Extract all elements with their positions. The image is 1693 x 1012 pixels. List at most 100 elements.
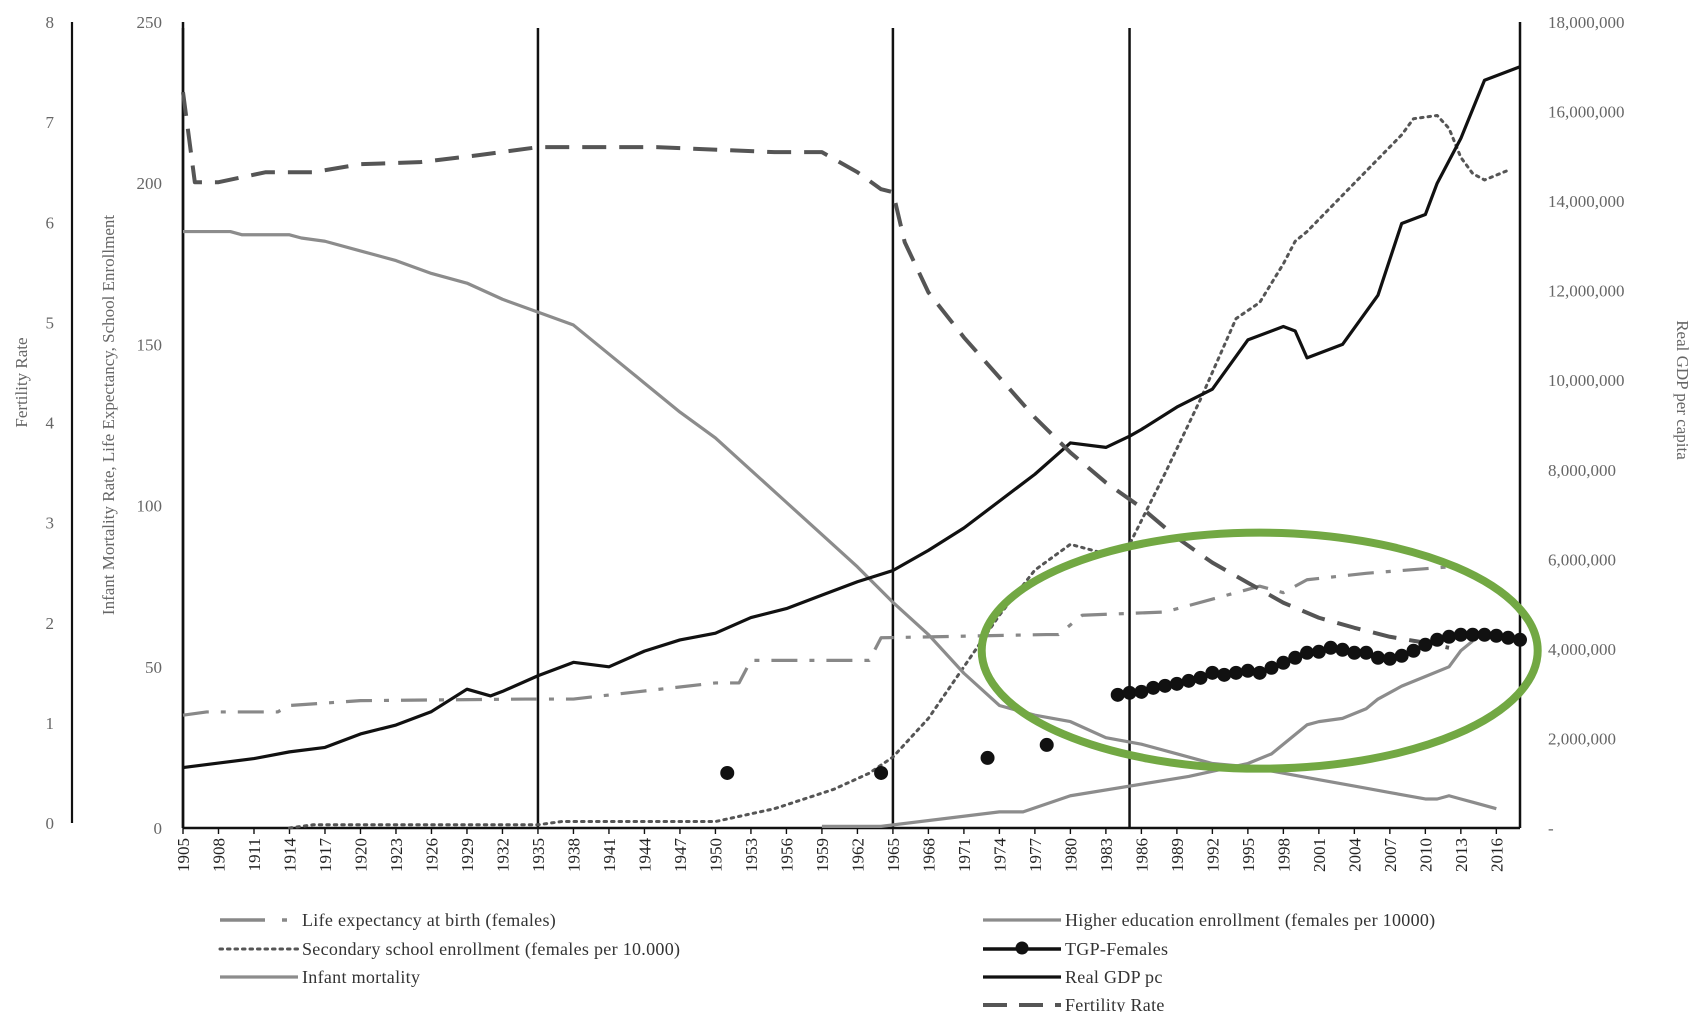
tgp-point	[1264, 660, 1279, 675]
tgp-point	[874, 765, 889, 780]
left-tick-label: 100	[137, 497, 163, 516]
left-tick-label: 50	[145, 658, 162, 677]
x-tick-label: 1974	[990, 838, 1009, 873]
legend-label: Higher education enrollment (females per…	[1065, 910, 1435, 931]
tgp-point	[1465, 627, 1480, 642]
legend-label: Secondary school enrollment (females per…	[302, 939, 680, 960]
legend-item: Infant mortality	[220, 967, 420, 987]
legend-label: Life expectancy at birth (females)	[302, 910, 556, 931]
right-tick-label: -	[1548, 819, 1554, 838]
right-tick-label: 10,000,000	[1548, 371, 1625, 390]
tgp-point	[1240, 663, 1255, 678]
right-tick-label: 16,000,000	[1548, 103, 1625, 122]
fertility-tick-label: 3	[46, 514, 55, 533]
series-line	[181, 91, 1450, 650]
legend-label: Real GDP pc	[1065, 967, 1163, 987]
tgp-point	[1276, 655, 1291, 670]
tgp-point	[1323, 640, 1338, 655]
x-tick-label: 2001	[1310, 838, 1329, 872]
x-tick-label: 1983	[1097, 838, 1116, 872]
fertility-tick-label: 8	[46, 13, 55, 32]
right-tick-label: 6,000,000	[1548, 550, 1616, 569]
x-tick-label: 2016	[1487, 838, 1506, 872]
tgp-point	[1300, 645, 1315, 660]
x-tick-label: 1950	[706, 838, 725, 872]
tgp-point	[1146, 680, 1161, 695]
x-tick-label: 1995	[1239, 838, 1258, 872]
left-tick-label: 0	[154, 819, 163, 838]
x-tick-label: 1911	[245, 838, 264, 871]
tgp-point	[1158, 678, 1173, 693]
right-tick-label: 4,000,000	[1548, 640, 1616, 659]
x-tick-label: 1923	[387, 838, 406, 872]
tgp-point	[1347, 645, 1362, 660]
legend-swatch-marker	[1015, 941, 1029, 955]
x-tick-label: 1938	[564, 838, 583, 872]
legend-item: Fertility Rate	[983, 995, 1165, 1012]
right-tick-label: 8,000,000	[1548, 461, 1616, 480]
x-tick-label: 1965	[884, 838, 903, 872]
legend-label: Fertility Rate	[1065, 995, 1165, 1012]
tgp-point	[1252, 665, 1267, 680]
x-tick-label: 1905	[174, 838, 193, 872]
tgp-point	[1217, 667, 1232, 682]
tgp-point	[1489, 628, 1504, 643]
x-tick-label: 1953	[742, 838, 761, 872]
fertility-tick-label: 4	[46, 414, 55, 433]
x-tick-label: 1929	[458, 838, 477, 872]
x-tick-label: 2007	[1381, 838, 1400, 873]
x-tick-label: 2004	[1345, 838, 1364, 873]
tgp-point	[1169, 676, 1184, 691]
x-tick-label: 1959	[813, 838, 832, 872]
right-tick-label: 12,000,000	[1548, 282, 1625, 301]
tgp-point	[1229, 665, 1244, 680]
x-tick-label: 1920	[351, 838, 370, 872]
series-line	[182, 65, 1521, 770]
x-tick-label: 1944	[635, 838, 654, 873]
tgp-point	[1406, 643, 1421, 658]
x-tick-label: 1935	[529, 838, 548, 872]
legend-label: TGP-Females	[1065, 939, 1168, 959]
fertility-tick-label: 6	[46, 213, 55, 232]
tgp-point	[1442, 629, 1457, 644]
right-tick-label: 2,000,000	[1548, 729, 1616, 748]
x-tick-label: 1908	[209, 838, 228, 872]
tgp-point	[1394, 648, 1409, 663]
tgp-point	[720, 765, 735, 780]
x-tick-label: 1956	[777, 838, 796, 872]
x-tick-label: 1989	[1168, 838, 1187, 872]
x-tick-label: 1941	[600, 838, 619, 872]
tgp-point	[1418, 637, 1433, 652]
legend-item: Secondary school enrollment (females per…	[218, 939, 680, 960]
left-tick-label: 200	[137, 174, 163, 193]
tgp-point	[1288, 650, 1303, 665]
x-tick-label: 1917	[316, 838, 335, 873]
x-tick-label: 1968	[919, 838, 938, 872]
x-tick-label: 1947	[671, 838, 690, 873]
legend-item: Life expectancy at birth (females)	[220, 910, 556, 931]
x-tick-label: 1926	[422, 838, 441, 872]
tgp-point	[1501, 630, 1516, 645]
legend: Life expectancy at birth (females) Second…	[218, 910, 1435, 1012]
x-tick-label: 2010	[1416, 838, 1435, 872]
left-axis-title: Infant Mortality Rate, Life Expectancy, …	[99, 215, 118, 615]
tgp-point	[1110, 687, 1125, 702]
tgp-point	[1134, 684, 1149, 699]
x-tick-label: 1992	[1203, 838, 1222, 872]
x-tick-label: 1962	[848, 838, 867, 872]
fertility-tick-label: 7	[46, 113, 55, 132]
tgp-point	[1453, 627, 1468, 642]
right-axis-title: Real GDP per capita	[1673, 320, 1692, 460]
series-line	[821, 639, 1474, 828]
legend-item: Higher education enrollment (females per…	[983, 910, 1435, 931]
x-tick-label: 1971	[955, 838, 974, 872]
tgp-point	[1181, 673, 1196, 688]
right-tick-label: 18,000,000	[1548, 13, 1625, 32]
series-real-gdp-pc	[182, 65, 1521, 770]
tgp-point	[1513, 632, 1527, 647]
x-tick-label: 1977	[1026, 838, 1045, 873]
legend-item: Real GDP pc	[983, 967, 1163, 987]
tgp-point	[1311, 644, 1326, 659]
left-tick-label: 250	[137, 13, 163, 32]
tgp-point	[1371, 650, 1386, 665]
